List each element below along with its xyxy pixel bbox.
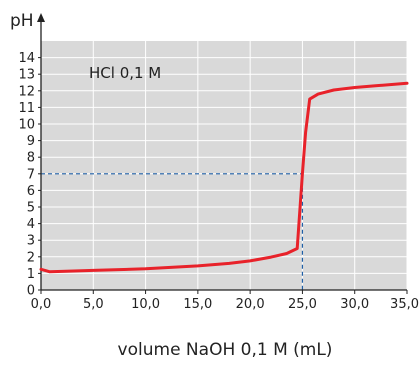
x-tick-label: 30,0 (340, 297, 369, 312)
y-tick-label: 1 (27, 267, 35, 282)
y-tick-label: 4 (27, 217, 35, 232)
y-tick-label: 14 (18, 51, 35, 66)
series-line (39, 81, 409, 274)
y-tick-label: 10 (18, 118, 35, 133)
y-tick-label: 5 (27, 201, 35, 216)
x-tick-label: 10,0 (131, 297, 160, 312)
x-tick-label: 20,0 (236, 297, 265, 312)
y-tick-label: 13 (18, 68, 35, 83)
equivalence-reference-lines (41, 173, 304, 290)
y-axis-arrow-icon (37, 13, 45, 22)
y-tick-label: 0 (27, 284, 35, 299)
y-tick-label: 11 (18, 101, 35, 116)
y-tick-label: 3 (27, 234, 35, 249)
y-tick-label: 6 (27, 184, 35, 199)
y-axis-label: pH (10, 11, 34, 31)
axes (37, 13, 408, 294)
y-tick-label: 8 (27, 151, 35, 166)
x-axis-label: volume NaOH 0,1 M (mL) (118, 340, 333, 360)
x-tick-label: 5,0 (83, 297, 104, 312)
x-tick-label: 0,0 (31, 297, 52, 312)
x-tick-label: 25,0 (288, 297, 317, 312)
y-tick-label: 12 (18, 84, 35, 99)
y-tick-label: 2 (27, 250, 35, 265)
gridlines (41, 41, 408, 290)
chart-annotation: HCl 0,1 M (89, 64, 161, 82)
y-tick-label: 9 (27, 134, 35, 149)
x-tick-labels: 0,0 5,0 10,0 15,0 20,0 25,0 30,0 35,0 (31, 297, 419, 312)
x-tick-label: 35,0 (390, 297, 419, 312)
x-tick-label: 15,0 (183, 297, 212, 312)
plot-area (41, 41, 407, 290)
y-tick-label: 7 (27, 167, 35, 182)
